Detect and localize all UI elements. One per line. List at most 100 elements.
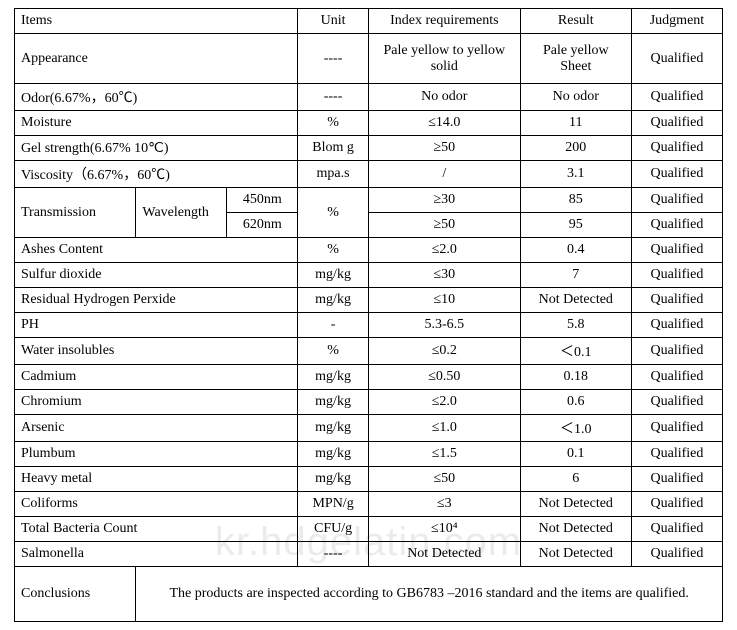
ashes-index: ≤2.0 — [368, 238, 520, 263]
row-heavy-metal: Heavy metal mg/kg ≤50 6 Qualified — [15, 467, 723, 492]
moisture-label: Moisture — [15, 111, 298, 136]
row-appearance: Appearance ---- Pale yellow to yellow so… — [15, 34, 723, 84]
visc-unit: mpa.s — [298, 161, 369, 188]
so2-label: Sulfur dioxide — [15, 263, 298, 288]
tbc-judgment: Qualified — [631, 517, 722, 542]
sal-judgment: Qualified — [631, 542, 722, 567]
appearance-unit: ---- — [298, 34, 369, 84]
perox-label: Residual Hydrogen Perxide — [15, 288, 298, 313]
pb-index: ≤1.5 — [368, 442, 520, 467]
ph-index: 5.3-6.5 — [368, 313, 520, 338]
row-gel-strength: Gel strength(6.67% 10℃) Blom g ≥50 200 Q… — [15, 136, 723, 161]
ph-judgment: Qualified — [631, 313, 722, 338]
pb-unit: mg/kg — [298, 442, 369, 467]
pb-judgment: Qualified — [631, 442, 722, 467]
ashes-unit: % — [298, 238, 369, 263]
ashes-label: Ashes Content — [15, 238, 298, 263]
row-chromium: Chromium mg/kg ≤2.0 0.6 Qualified — [15, 390, 723, 415]
coli-result: Not Detected — [520, 492, 631, 517]
gel-unit: Blom g — [298, 136, 369, 161]
conc-label: Conclusions — [15, 567, 136, 622]
appearance-judgment: Qualified — [631, 34, 722, 84]
moisture-unit: % — [298, 111, 369, 136]
hm-result: 6 — [520, 467, 631, 492]
conc-text: The products are inspected according to … — [136, 567, 723, 622]
tbc-label: Total Bacteria Count — [15, 517, 298, 542]
odor-unit: ---- — [298, 84, 369, 111]
row-conclusions: Conclusions The products are inspected a… — [15, 567, 723, 622]
row-ashes: Ashes Content % ≤2.0 0.4 Qualified — [15, 238, 723, 263]
cd-index: ≤0.50 — [368, 365, 520, 390]
gel-judgment: Qualified — [631, 136, 722, 161]
cd-label: Cadmium — [15, 365, 298, 390]
so2-judgment: Qualified — [631, 263, 722, 288]
row-arsenic: Arsenic mg/kg ≤1.0 ＜1.0 Qualified — [15, 415, 723, 442]
col-result: Result — [520, 9, 631, 34]
trans-label: Transmission — [15, 188, 136, 238]
trans-450-index: ≥30 — [368, 188, 520, 213]
as-result: ＜1.0 — [520, 415, 631, 442]
moisture-result: 11 — [520, 111, 631, 136]
tbc-unit: CFU/g — [298, 517, 369, 542]
trans-sublabel: Wavelength — [136, 188, 227, 238]
pb-label: Plumbum — [15, 442, 298, 467]
hm-index: ≤50 — [368, 467, 520, 492]
cd-result: 0.18 — [520, 365, 631, 390]
so2-result: 7 — [520, 263, 631, 288]
perox-index: ≤10 — [368, 288, 520, 313]
hm-judgment: Qualified — [631, 467, 722, 492]
col-items: Items — [15, 9, 298, 34]
odor-judgment: Qualified — [631, 84, 722, 111]
row-coliforms: Coliforms MPN/g ≤3 Not Detected Qualifie… — [15, 492, 723, 517]
trans-unit: % — [298, 188, 369, 238]
hm-unit: mg/kg — [298, 467, 369, 492]
row-peroxide: Residual Hydrogen Perxide mg/kg ≤10 Not … — [15, 288, 723, 313]
ph-unit: - — [298, 313, 369, 338]
appearance-index: Pale yellow to yellow solid — [368, 34, 520, 84]
row-odor: Odor(6.67%，60℃) ---- No odor No odor Qua… — [15, 84, 723, 111]
so2-index: ≤30 — [368, 263, 520, 288]
moisture-index: ≤14.0 — [368, 111, 520, 136]
col-judgment: Judgment — [631, 9, 722, 34]
header-row: Items Unit Index requirements Result Jud… — [15, 9, 723, 34]
row-salmonella: Salmonella ---- Not Detected Not Detecte… — [15, 542, 723, 567]
row-plumbum: Plumbum mg/kg ≤1.5 0.1 Qualified — [15, 442, 723, 467]
wi-judgment: Qualified — [631, 338, 722, 365]
odor-result: No odor — [520, 84, 631, 111]
perox-result: Not Detected — [520, 288, 631, 313]
cr-index: ≤2.0 — [368, 390, 520, 415]
trans-450-result: 85 — [520, 188, 631, 213]
visc-label: Viscosity（6.67%，60℃) — [15, 161, 298, 188]
col-unit: Unit — [298, 9, 369, 34]
cr-label: Chromium — [15, 390, 298, 415]
as-label: Arsenic — [15, 415, 298, 442]
trans-450-wl: 450nm — [227, 188, 298, 213]
cd-unit: mg/kg — [298, 365, 369, 390]
coli-index: ≤3 — [368, 492, 520, 517]
wi-unit: % — [298, 338, 369, 365]
col-index: Index requirements — [368, 9, 520, 34]
cr-unit: mg/kg — [298, 390, 369, 415]
gel-result: 200 — [520, 136, 631, 161]
wi-index: ≤0.2 — [368, 338, 520, 365]
spec-table: Items Unit Index requirements Result Jud… — [14, 8, 723, 622]
ph-result: 5.8 — [520, 313, 631, 338]
sal-unit: ---- — [298, 542, 369, 567]
sal-index: Not Detected — [368, 542, 520, 567]
row-tbc: Total Bacteria Count CFU/g ≤10⁴ Not Dete… — [15, 517, 723, 542]
row-ph: PH - 5.3-6.5 5.8 Qualified — [15, 313, 723, 338]
ashes-result: 0.4 — [520, 238, 631, 263]
cr-result: 0.6 — [520, 390, 631, 415]
trans-620-judgment: Qualified — [631, 213, 722, 238]
trans-450-judgment: Qualified — [631, 188, 722, 213]
visc-index: / — [368, 161, 520, 188]
as-unit: mg/kg — [298, 415, 369, 442]
sal-result: Not Detected — [520, 542, 631, 567]
row-viscosity: Viscosity（6.67%，60℃) mpa.s / 3.1 Qualifi… — [15, 161, 723, 188]
coli-label: Coliforms — [15, 492, 298, 517]
perox-unit: mg/kg — [298, 288, 369, 313]
row-water-insol: Water insolubles % ≤0.2 ＜0.1 Qualified — [15, 338, 723, 365]
gel-label: Gel strength(6.67% 10℃) — [15, 136, 298, 161]
ph-label: PH — [15, 313, 298, 338]
trans-620-wl: 620nm — [227, 213, 298, 238]
